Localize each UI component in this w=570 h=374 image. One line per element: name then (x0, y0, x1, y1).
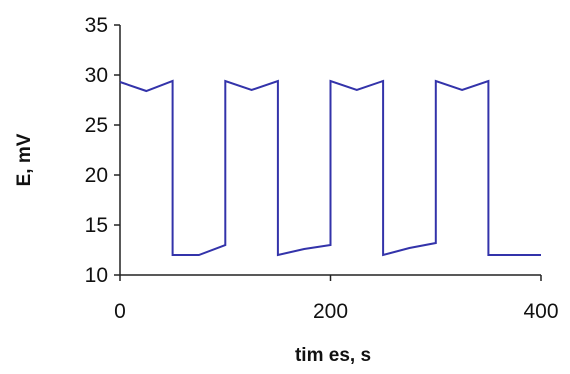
y-tick-label: 25 (85, 114, 108, 137)
y-tick-label: 35 (85, 14, 108, 37)
series-line (119, 79, 541, 257)
y-tick-label: 30 (85, 64, 108, 87)
x-tick-label: 0 (114, 300, 126, 323)
y-axis-title: E, mV (14, 133, 35, 186)
y-tick-label: 15 (85, 214, 108, 237)
y-tick-label: 20 (85, 164, 108, 187)
y-axis-ticks: 10 15 20 25 30 35 (85, 14, 120, 287)
y-tick-label: 10 (85, 264, 108, 287)
x-axis-ticks: 0 200 400 (114, 275, 559, 323)
plot-area: 10 15 20 25 30 35 0 200 400 (85, 14, 559, 323)
series-layer (119, 79, 541, 257)
x-tick-label: 200 (313, 300, 348, 323)
x-tick-label: 400 (523, 300, 558, 323)
x-axis-title: tim es, s (295, 345, 371, 366)
